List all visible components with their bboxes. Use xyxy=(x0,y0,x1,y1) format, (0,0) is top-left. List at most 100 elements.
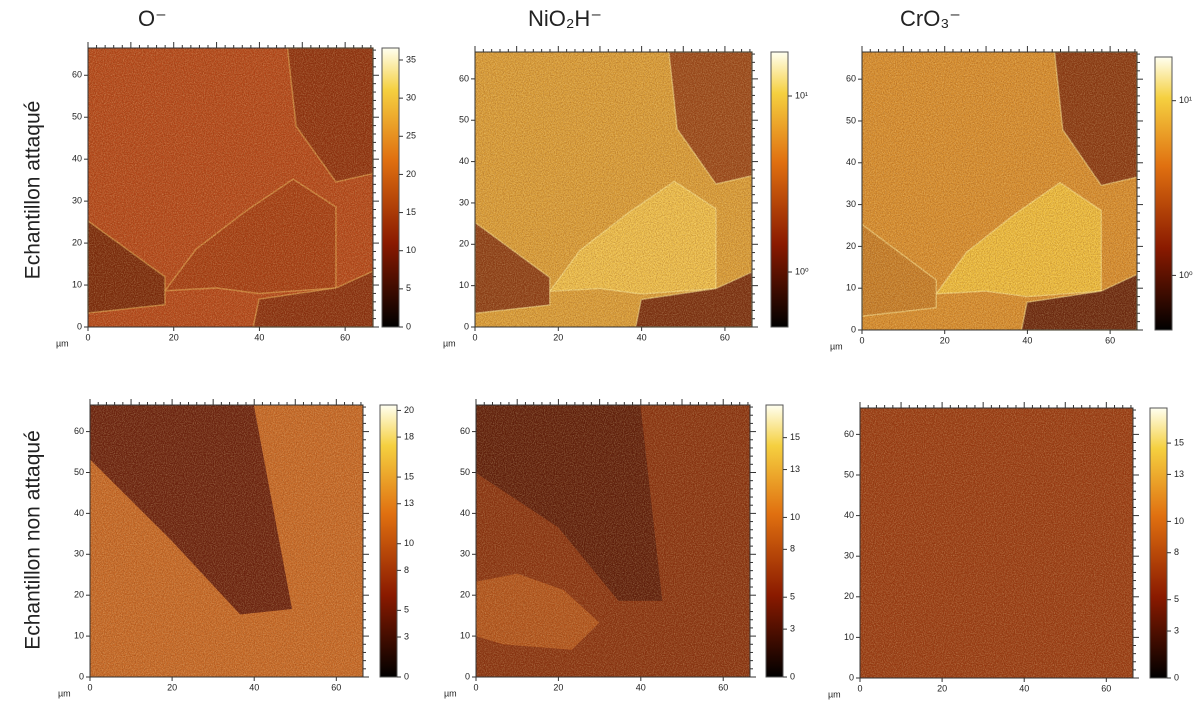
x-tick-label: 40 xyxy=(254,332,264,342)
frame xyxy=(475,404,751,678)
y-tick-label: 0 xyxy=(77,321,82,331)
noise xyxy=(475,52,752,327)
y-tick-label: 20 xyxy=(72,237,82,247)
y-tick-label: 10 xyxy=(460,630,470,640)
panel: 0 20 40 60 0 10 20 30 40 50 60 µm 0 3 5 8 10 13 15 18 20 xyxy=(58,399,414,698)
column-title: O⁻ xyxy=(138,6,167,31)
colorbar-label: 30 xyxy=(406,93,416,103)
unit-label: µm xyxy=(58,688,71,698)
colorbar-label: 0 xyxy=(406,321,411,331)
colorbar xyxy=(1149,407,1168,679)
x-tick-label: 20 xyxy=(169,332,179,342)
y-tick-label: 60 xyxy=(74,426,84,436)
colorbar-label: 8 xyxy=(1174,547,1179,557)
y-tick-label: 60 xyxy=(846,74,856,84)
y-tick-label: 60 xyxy=(459,73,469,83)
y-tick-label: 0 xyxy=(79,671,84,681)
y-tick-label: 40 xyxy=(846,157,856,167)
colorbar-label: 5 xyxy=(406,283,411,293)
y-tick-label: 30 xyxy=(844,551,854,561)
x-tick-label: 20 xyxy=(167,682,177,692)
x-tick-label: 40 xyxy=(1022,335,1032,345)
y-tick-label: 40 xyxy=(72,154,82,164)
y-tick-label: 30 xyxy=(846,199,856,209)
colorbar-label: 5 xyxy=(1174,594,1179,604)
colorbar-label: 0 xyxy=(790,671,795,681)
y-tick-label: 20 xyxy=(74,590,84,600)
colorbar-label: 10¹ xyxy=(1179,95,1192,105)
x-tick-label: 0 xyxy=(857,683,862,693)
x-tick-label: 20 xyxy=(553,332,563,342)
y-tick-label: 20 xyxy=(459,239,469,249)
y-tick-label: 0 xyxy=(849,672,854,682)
x-tick-label: 60 xyxy=(340,332,350,342)
y-tick-label: 30 xyxy=(459,197,469,207)
colorbar xyxy=(765,404,784,678)
y-tick-label: 30 xyxy=(460,549,470,559)
x-tick-label: 0 xyxy=(859,335,864,345)
colorbar-label: 10 xyxy=(406,245,416,255)
colorbar-label: 13 xyxy=(1174,469,1184,479)
panel: 0 20 40 60 0 10 20 30 40 50 60 µm 0 5 10 15 20 25 30 35 xyxy=(56,42,416,348)
colorbar-label: 10⁰ xyxy=(1179,270,1193,280)
colorbar xyxy=(381,47,400,328)
colorbar xyxy=(379,404,398,678)
colorbar-label: 25 xyxy=(406,131,416,141)
frame xyxy=(859,407,1134,679)
y-tick-label: 10 xyxy=(72,279,82,289)
x-tick-label: 20 xyxy=(553,682,563,692)
colorbar-label: 0 xyxy=(404,671,409,681)
y-tick-label: 60 xyxy=(72,70,82,80)
frame xyxy=(89,404,364,678)
unit-label: µm xyxy=(444,688,457,698)
noise xyxy=(476,405,750,677)
frame xyxy=(861,51,1138,331)
colorbar-label: 10¹ xyxy=(795,90,808,100)
colorbar-label: 15 xyxy=(1174,437,1184,447)
colorbar-label: 20 xyxy=(404,405,414,415)
y-tick-label: 50 xyxy=(459,115,469,125)
unit-label: µm xyxy=(828,689,841,699)
panel: 0 20 40 60 0 10 20 30 40 50 60 µm 0 3 5 8 10 13 15 xyxy=(828,402,1184,699)
y-tick-label: 60 xyxy=(460,426,470,436)
y-tick-label: 0 xyxy=(465,671,470,681)
x-tick-label: 40 xyxy=(636,682,646,692)
colorbar-label: 3 xyxy=(404,631,409,641)
colorbar-label: 3 xyxy=(1174,625,1179,635)
y-tick-label: 20 xyxy=(844,591,854,601)
row-label: Echantillon attaqué xyxy=(22,101,45,280)
x-tick-label: 40 xyxy=(249,682,259,692)
unit-label: µm xyxy=(830,341,843,351)
colorbar-label: 10 xyxy=(1174,516,1184,526)
colorbar-label: 35 xyxy=(406,54,416,64)
y-tick-label: 0 xyxy=(464,321,469,331)
colorbar-label: 0 xyxy=(1174,672,1179,682)
column-title: NiO₂H⁻ xyxy=(528,6,602,31)
y-tick-label: 10 xyxy=(459,280,469,290)
colorbar-label: 13 xyxy=(404,498,414,508)
unit-label: µm xyxy=(443,338,456,348)
panel: 0 20 40 60 0 10 20 30 40 50 60 µm 10⁰ 10¹ xyxy=(830,46,1193,351)
noise xyxy=(860,408,1133,678)
y-tick-label: 10 xyxy=(844,632,854,642)
x-tick-label: 20 xyxy=(940,335,950,345)
panel: 0 20 40 60 0 10 20 30 40 50 60 µm 0 3 5 8 10 13 15 xyxy=(444,399,800,698)
x-tick-label: 60 xyxy=(1101,683,1111,693)
y-tick-label: 10 xyxy=(74,630,84,640)
colorbar xyxy=(770,51,789,328)
frame xyxy=(87,47,374,328)
x-tick-label: 0 xyxy=(473,682,478,692)
x-tick-label: 20 xyxy=(937,683,947,693)
colorbar-label: 15 xyxy=(406,207,416,217)
y-tick-label: 30 xyxy=(74,549,84,559)
colorbar-label: 5 xyxy=(404,605,409,615)
colorbar-label: 8 xyxy=(790,544,795,554)
x-tick-label: 60 xyxy=(718,682,728,692)
y-tick-label: 40 xyxy=(844,510,854,520)
y-tick-label: 60 xyxy=(844,429,854,439)
panel: 0 20 40 60 0 10 20 30 40 50 60 µm 10⁰ 10¹ xyxy=(443,46,809,348)
x-tick-label: 60 xyxy=(720,332,730,342)
colorbar-label: 8 xyxy=(404,565,409,575)
colorbar-label: 10⁰ xyxy=(795,266,809,276)
colorbar-label: 18 xyxy=(404,431,414,441)
